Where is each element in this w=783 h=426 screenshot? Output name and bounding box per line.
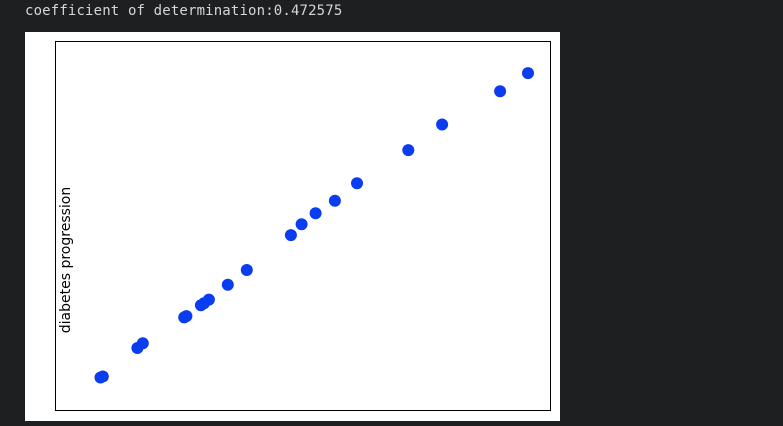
data-point: [295, 218, 308, 231]
data-point: [522, 67, 534, 80]
data-point: [351, 177, 363, 190]
data-point: [436, 118, 449, 131]
data-points: [94, 67, 534, 384]
data-point: [136, 337, 149, 350]
data-point: [221, 278, 234, 291]
data-point: [240, 264, 253, 276]
data-point: [96, 370, 109, 383]
data-point: [494, 85, 507, 98]
data-point: [309, 207, 322, 220]
data-point: [328, 194, 341, 207]
data-point: [402, 144, 415, 157]
data-point: [284, 229, 297, 242]
output-text: coefficient of determination:0.472575: [25, 3, 343, 19]
data-point: [180, 310, 193, 323]
data-point: [202, 293, 215, 306]
y-axis-label: diabetes progression: [58, 186, 74, 334]
plot-area: [55, 41, 551, 411]
scatter-plot: [55, 41, 551, 411]
chart-figure: diabetes progression: [25, 32, 560, 421]
